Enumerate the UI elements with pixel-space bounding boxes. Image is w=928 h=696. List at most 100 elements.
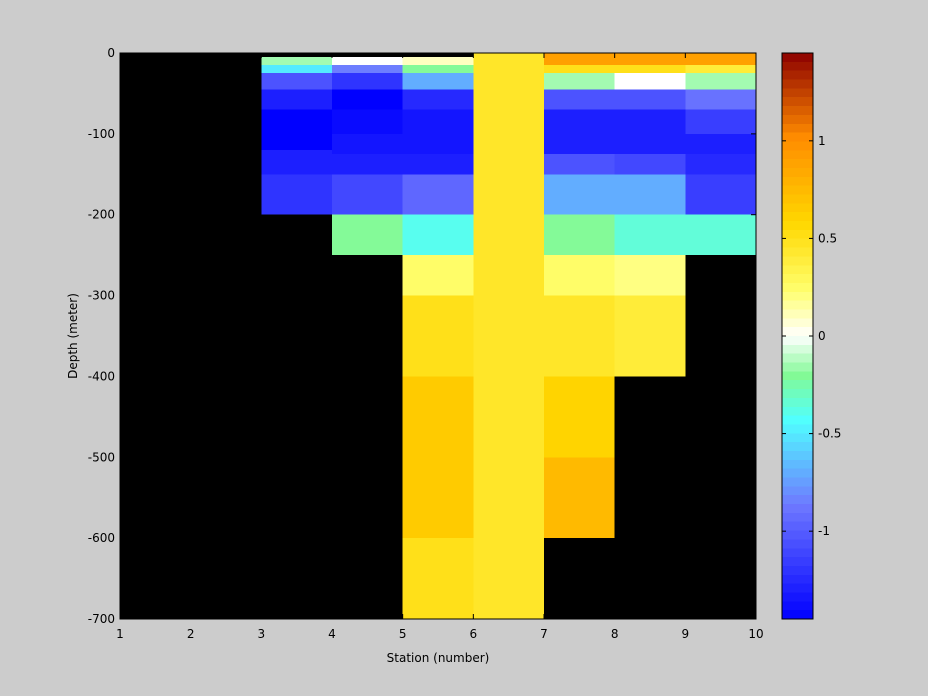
heatmap-cell bbox=[614, 73, 686, 90]
colorbar-swatch bbox=[782, 132, 813, 143]
heatmap-cell bbox=[614, 65, 686, 74]
y-tick-label: 0 bbox=[107, 46, 115, 60]
colorbar-swatch bbox=[782, 300, 813, 311]
colorbar-swatch bbox=[782, 229, 813, 240]
x-tick-label: 2 bbox=[187, 627, 195, 641]
y-tick-label: -500 bbox=[88, 450, 115, 464]
colorbar-swatch bbox=[782, 415, 813, 426]
colorbar-swatch bbox=[782, 530, 813, 541]
colorbar-swatch bbox=[782, 424, 813, 434]
colorbar-swatch bbox=[782, 601, 813, 611]
colorbar-tick-label: -1 bbox=[818, 524, 830, 538]
heatmap-cell bbox=[261, 53, 332, 58]
y-tick-label: -100 bbox=[88, 127, 115, 141]
heatmap-cell bbox=[261, 89, 332, 110]
heatmap-cell bbox=[685, 174, 756, 215]
colorbar-swatch bbox=[782, 318, 813, 328]
colorbar-swatch bbox=[782, 406, 813, 417]
x-tick-label: 6 bbox=[470, 627, 478, 641]
heatmap-cell bbox=[261, 73, 332, 90]
heatmap-cell bbox=[614, 295, 686, 377]
heatmap-cell bbox=[685, 89, 756, 110]
y-tick-label: -400 bbox=[88, 369, 115, 383]
heatmap-cell bbox=[261, 57, 332, 66]
colorbar-swatch bbox=[782, 61, 813, 72]
heatmap-cell bbox=[332, 57, 403, 66]
x-tick-label: 10 bbox=[748, 627, 763, 641]
colorbar-swatch bbox=[782, 592, 813, 602]
heatmap-cell bbox=[332, 89, 403, 110]
y-tick-label: -600 bbox=[88, 531, 115, 545]
colorbar-swatch bbox=[782, 247, 813, 258]
heatmap-cell bbox=[614, 154, 686, 175]
heatmap-cell bbox=[614, 174, 686, 215]
x-tick-label: 7 bbox=[540, 627, 548, 641]
colorbar-swatch bbox=[782, 459, 813, 470]
heatmap-cell bbox=[544, 174, 615, 215]
x-tick-label: 9 bbox=[682, 627, 690, 641]
colorbar-swatch bbox=[782, 353, 813, 364]
heatmap-cell bbox=[402, 57, 474, 66]
heatmap-cell bbox=[685, 65, 756, 74]
colorbar-swatch bbox=[782, 521, 813, 532]
colorbar-swatch bbox=[782, 114, 813, 125]
colorbar-swatch bbox=[782, 123, 813, 134]
x-tick-label: 5 bbox=[399, 627, 407, 641]
colorbar-tick-label: 0.5 bbox=[818, 231, 837, 245]
plot-frame bbox=[119, 52, 757, 620]
colorbar-swatch bbox=[782, 53, 813, 63]
heatmap-cell bbox=[261, 109, 332, 151]
heatmap-cell bbox=[544, 295, 615, 377]
heatmap-cell bbox=[332, 109, 403, 134]
heatmap-cell bbox=[332, 154, 403, 175]
heatmap-cell bbox=[402, 154, 474, 175]
heatmap-cell bbox=[402, 89, 474, 110]
x-tick-label: 4 bbox=[328, 627, 336, 641]
colorbar-swatch bbox=[782, 495, 813, 505]
colorbar-tick-label: 0 bbox=[818, 329, 826, 343]
heatmap-cell bbox=[544, 457, 615, 539]
heatmap-cell bbox=[402, 53, 474, 58]
colorbar-swatch bbox=[782, 442, 813, 452]
x-tick-label: 1 bbox=[116, 627, 124, 641]
x-axis: 1 2 3 4 5 6 7 8 9 10 bbox=[116, 53, 764, 641]
heatmap-cell bbox=[544, 53, 615, 66]
colorbar-swatch bbox=[782, 610, 813, 620]
colorbar-swatch bbox=[782, 185, 813, 196]
heatmap-cell bbox=[473, 53, 544, 619]
colorbar-swatch bbox=[782, 344, 813, 355]
y-tick-label: -300 bbox=[88, 289, 115, 303]
colorbar-swatch bbox=[782, 371, 813, 381]
heatmap-cell bbox=[402, 174, 474, 215]
colorbar-swatch bbox=[782, 203, 813, 213]
colorbar-swatch bbox=[782, 486, 813, 496]
colorbar-swatch bbox=[782, 565, 813, 576]
colorbar-swatch bbox=[782, 512, 813, 523]
heatmap-cell bbox=[685, 109, 756, 134]
heatmap-cell bbox=[544, 73, 615, 90]
heatmap-cell bbox=[544, 154, 615, 175]
colorbar-swatch bbox=[782, 309, 813, 319]
colorbar-swatch bbox=[782, 150, 813, 160]
colorbar-swatch bbox=[782, 477, 813, 487]
x-tick-label: 3 bbox=[258, 627, 266, 641]
heatmap-cell bbox=[261, 150, 332, 175]
y-tick-label: -200 bbox=[88, 208, 115, 222]
heatmap-cell bbox=[614, 214, 686, 256]
x-tick-label: 8 bbox=[611, 627, 619, 641]
heatmap-cell bbox=[402, 376, 474, 539]
colorbar-swatch bbox=[782, 389, 813, 399]
heatmap-cell bbox=[402, 214, 474, 256]
x-axis-label: Station (number) bbox=[387, 651, 490, 665]
colorbar-swatch bbox=[782, 282, 813, 293]
heatmap-cell bbox=[261, 65, 332, 74]
heatmap-cell bbox=[685, 154, 756, 175]
heatmap-cell bbox=[402, 538, 474, 619]
colorbar-swatch bbox=[782, 256, 813, 266]
colorbar-swatch bbox=[782, 238, 813, 249]
heatmap-cell bbox=[614, 109, 686, 155]
colorbar: 1 0.5 0 -0.5 -1 bbox=[781, 52, 841, 620]
colorbar-swatch bbox=[782, 380, 813, 390]
colorbar-swatch bbox=[782, 176, 813, 187]
heatmap-cell bbox=[614, 53, 686, 66]
